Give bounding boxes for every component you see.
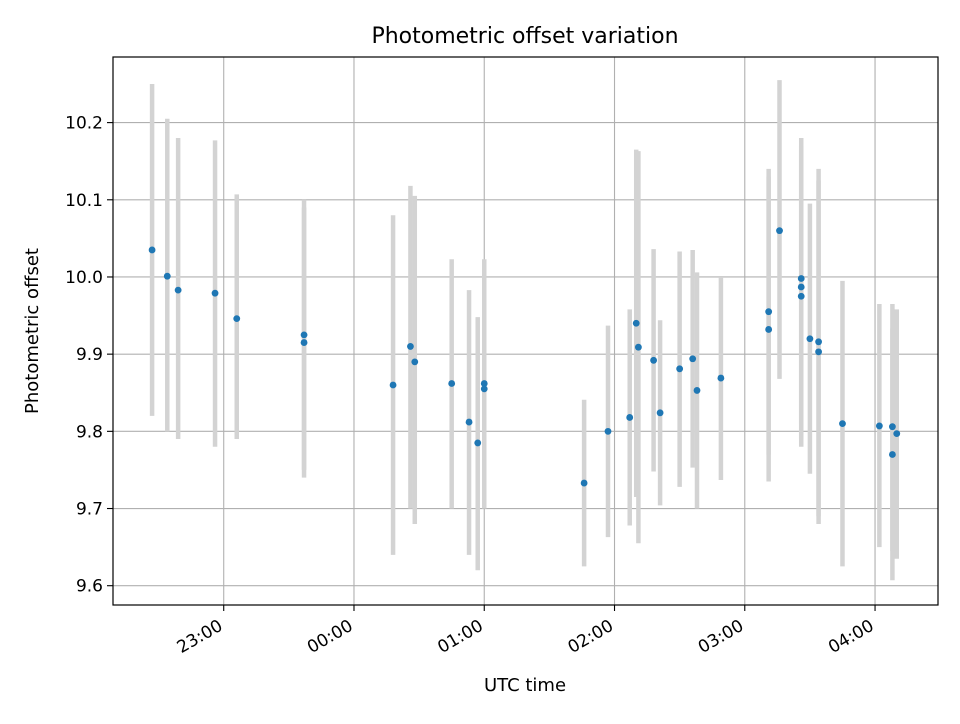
y-tick-label: 10.1 bbox=[65, 191, 103, 211]
data-point bbox=[474, 439, 482, 447]
data-point bbox=[797, 275, 805, 282]
data-point bbox=[797, 292, 805, 300]
data-point bbox=[632, 319, 640, 327]
data-point bbox=[407, 343, 414, 350]
data-point bbox=[676, 365, 684, 373]
data-point bbox=[765, 326, 773, 333]
y-tick-label: 9.7 bbox=[76, 500, 103, 520]
data-point bbox=[300, 339, 308, 346]
data-point bbox=[776, 227, 783, 235]
data-point bbox=[656, 409, 664, 417]
plot-frame bbox=[112, 56, 939, 606]
data-points bbox=[148, 227, 901, 487]
data-point bbox=[174, 286, 182, 294]
data-point bbox=[693, 387, 701, 394]
x-axis-label: UTC time bbox=[484, 675, 566, 696]
data-point bbox=[893, 430, 901, 438]
data-point bbox=[448, 380, 456, 387]
y-tick-label: 10.2 bbox=[65, 114, 103, 134]
data-point bbox=[689, 355, 697, 363]
y-tick-label: 10.0 bbox=[65, 268, 103, 288]
data-point bbox=[815, 338, 822, 346]
data-point bbox=[580, 479, 588, 487]
data-point bbox=[889, 423, 896, 431]
data-point bbox=[815, 348, 822, 356]
data-point bbox=[626, 414, 634, 421]
data-point bbox=[650, 356, 657, 364]
data-point bbox=[233, 315, 241, 323]
data-point bbox=[411, 358, 419, 366]
y-axis-ticks: 9.6 9.7 9.8 9.9 10.0 10.1 10.2 bbox=[65, 114, 113, 597]
data-point bbox=[480, 385, 488, 393]
data-point bbox=[163, 272, 171, 280]
data-point bbox=[300, 331, 308, 339]
data-point bbox=[480, 380, 488, 387]
data-point bbox=[889, 451, 896, 458]
data-point bbox=[765, 308, 773, 316]
data-point bbox=[875, 422, 883, 430]
data-point bbox=[839, 420, 846, 428]
data-point bbox=[389, 381, 397, 389]
y-tick-label: 9.6 bbox=[76, 577, 103, 597]
data-point bbox=[148, 246, 156, 254]
y-axis-label: Photometric offset bbox=[22, 248, 43, 414]
y-tick-label: 9.9 bbox=[76, 345, 103, 365]
data-point bbox=[797, 283, 805, 291]
chart-title: Photometric offset variation bbox=[371, 24, 678, 49]
data-point bbox=[634, 343, 642, 351]
data-point bbox=[465, 418, 473, 426]
data-point bbox=[211, 289, 219, 297]
data-point bbox=[806, 335, 814, 343]
data-point bbox=[717, 374, 725, 382]
data-point bbox=[604, 427, 612, 435]
y-tick-label: 9.8 bbox=[76, 422, 103, 442]
